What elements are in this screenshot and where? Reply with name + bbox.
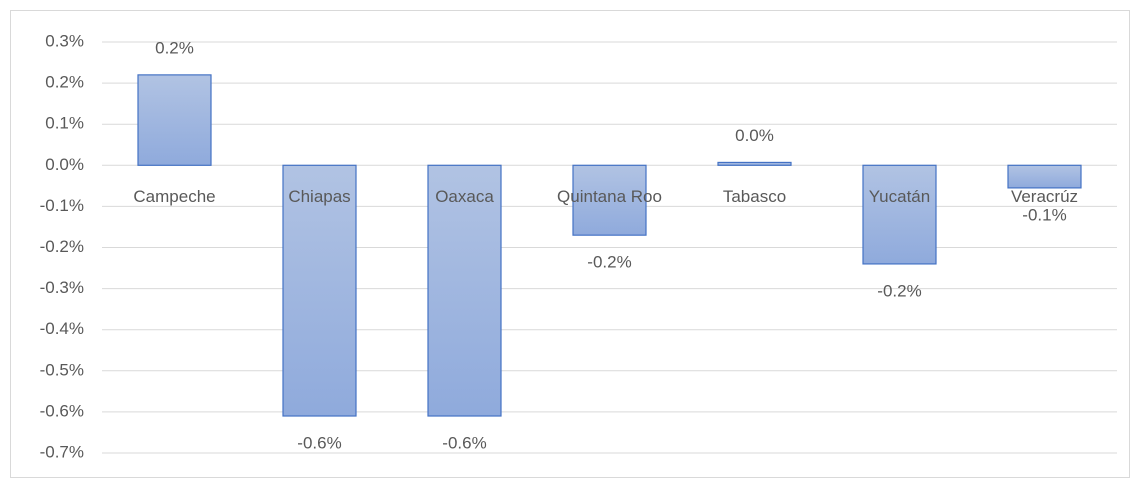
- x-tick-label: Veracrúz: [1011, 187, 1078, 206]
- bar: [1007, 164, 1082, 189]
- data-label: 0.2%: [155, 38, 194, 57]
- x-tick-label: Quintana Roo: [557, 187, 662, 206]
- y-tick-label: 0.2%: [45, 73, 84, 92]
- x-tick-label: Yucatán: [869, 187, 930, 206]
- y-tick-label: -0.4%: [40, 319, 84, 338]
- y-tick-label: 0.0%: [45, 155, 84, 174]
- bar: [282, 164, 357, 417]
- bar: [862, 164, 937, 265]
- data-label: -0.1%: [1022, 205, 1066, 224]
- bar: [427, 164, 502, 417]
- bar: [137, 74, 212, 166]
- x-tick-label: Oaxaca: [435, 187, 494, 206]
- chart-border: [10, 10, 1130, 478]
- y-tick-label: 0.1%: [45, 114, 84, 133]
- data-label: -0.2%: [877, 281, 921, 300]
- bar: [717, 161, 792, 166]
- y-tick-label: -0.2%: [40, 237, 84, 256]
- x-tick-label: Campeche: [133, 187, 215, 206]
- x-tick-label: Chiapas: [288, 187, 350, 206]
- y-tick-label: -0.5%: [40, 360, 84, 379]
- y-tick-label: -0.1%: [40, 196, 84, 215]
- data-label: -0.6%: [442, 433, 486, 452]
- bar: [572, 164, 647, 236]
- y-tick-label: -0.6%: [40, 401, 84, 420]
- data-label: -0.6%: [297, 433, 341, 452]
- y-tick-label: -0.3%: [40, 278, 84, 297]
- data-label: 0.0%: [735, 126, 774, 145]
- x-tick-label: Tabasco: [723, 187, 786, 206]
- y-tick-label: -0.7%: [40, 442, 84, 461]
- data-label: -0.2%: [587, 253, 631, 272]
- y-tick-label: 0.3%: [45, 31, 84, 50]
